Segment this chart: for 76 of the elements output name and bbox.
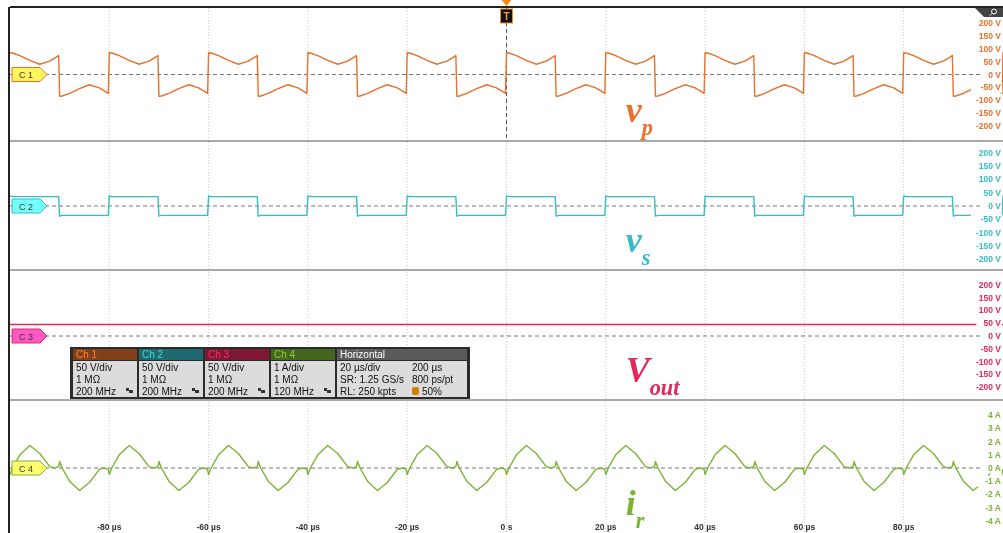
y-tick-label: -50 V [980,214,1002,225]
y-tick-label: -100 V [975,95,1002,106]
x-tick-label: 0 s [500,522,513,532]
y-tick-label: 0 V [988,69,1002,80]
annotation: 200 MHz [208,385,249,397]
annotation: 120 MHz [274,385,315,397]
y-tick-label: 200 V [978,18,1002,29]
y-tick-label: 50 V [983,187,1002,198]
annotation: C 4 [18,463,34,474]
annotation: C 2 [18,201,34,212]
annotation: Ch 1 [76,349,98,360]
line-series [9,444,1003,492]
y-tick-label: 0 V [988,201,1002,211]
x-tick-label: 60 µs [793,522,816,532]
annotation: 50 V/div [76,361,113,373]
y-tick-label: 150 V [978,161,1002,171]
y-tick-label: -3 A [985,502,1001,513]
x-tick-label: -60 µs [196,522,221,532]
x-tick-label: 80 µs [892,522,915,532]
y-tick-label: -200 V [975,254,1002,265]
annotation: Horizontal [340,349,386,360]
series-label: V$_{out}$ [625,350,681,400]
series-label: i$_{r}$ [625,482,645,533]
ref-line-label: T [503,11,510,22]
y-tick-label: -150 V [975,107,1002,118]
y-tick-label: -100 V [975,227,1002,238]
x-tick-label: -20 µs [395,522,420,532]
y-tick-label: 150 V [978,31,1002,42]
series-label: v$_{p}$ [625,90,653,140]
annotation: 1 MΩ [76,373,101,385]
annotation: Ch 2 [142,349,164,360]
x-tick-label: -40 µs [295,522,321,532]
y-tick-label: -50 V [980,343,1002,354]
x-tick-label: 20 µs [595,522,617,532]
annotation: 50 V/div [208,361,245,373]
y-tick-label: 100 V [978,174,1002,185]
x-tick-label: 40 µs [694,522,717,532]
y-tick-label: -150 V [975,369,1002,380]
y-tick-label: -200 V [975,382,1002,393]
annotation: 1 MΩ [274,373,299,385]
y-tick-label: 1 A [988,449,1001,460]
y-tick-label: 2 A [988,436,1001,447]
annotation: 20 µs/div [340,361,381,373]
annotation: 50% [422,385,443,397]
annotation: Ch 4 [274,349,296,360]
y-tick-label: 3 A [988,423,1001,434]
y-tick-label: 50 V [983,318,1002,329]
annotation: 1 MΩ [208,373,233,385]
y-tick-label: -200 V [975,120,1002,131]
annotation: 200 µs [412,361,443,373]
y-tick-label: 100 V [978,43,1002,54]
annotation: SR: 1.25 GS/s [340,373,404,385]
y-tick-label: 0 V [988,331,1002,341]
annotation: 50 V/div [142,361,179,373]
y-tick-label: -1 A [985,476,1001,487]
annotation: C 3 [18,331,34,342]
y-tick-label: 4 A [988,410,1001,421]
annotation: Ch 3 [208,349,230,360]
y-tick-label: 50 V [983,56,1002,67]
y-tick-label: 200 V [978,147,1002,158]
y-tick-label: -2 A [985,489,1001,500]
annotation: C 1 [18,70,34,80]
y-tick-label: -150 V [975,241,1002,251]
y-tick-label: -4 A [985,515,1001,526]
annotation: RL: 250 kpts [340,385,397,397]
series-label: v$_{s}$ [625,220,651,270]
x-tick-label: -80 µs [97,522,122,532]
annotation: 800 ps/pt [412,373,454,385]
y-tick-label: 200 V [978,279,1002,290]
annotation: 1 MΩ [142,373,167,385]
annotation: 200 MHz [76,385,117,397]
y-tick-label: 150 V [978,292,1002,303]
y-tick-label: -100 V [975,356,1002,367]
annotation: 1 A/div [274,361,305,373]
y-tick-label: 100 V [978,305,1002,316]
annotation: 200 MHz [142,385,183,397]
